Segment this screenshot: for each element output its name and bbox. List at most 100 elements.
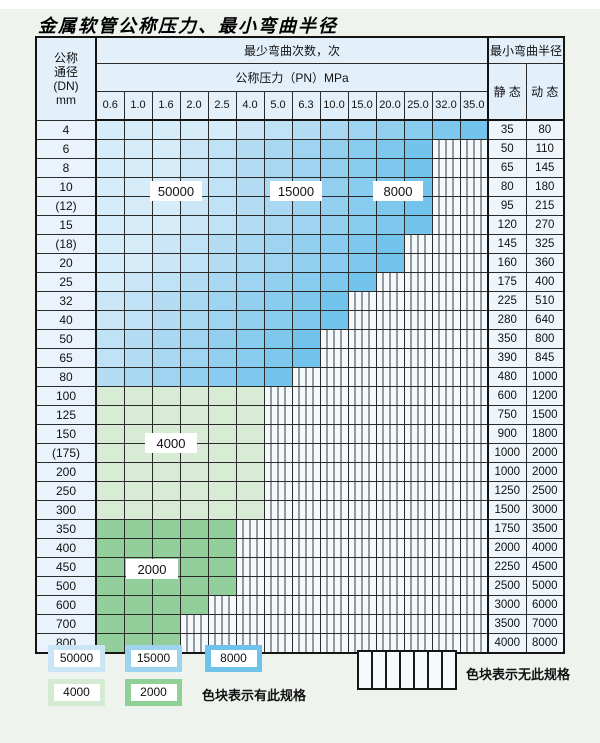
dynamic-column-header: 动 态 [525, 62, 565, 121]
no-spec-cell [431, 424, 461, 444]
dn-cell: 350 [35, 519, 97, 539]
no-spec-cell [291, 462, 321, 482]
dn-cell: 100 [35, 386, 97, 406]
no-spec-cell [235, 614, 265, 634]
spec-row: 800 4000 8000 [35, 633, 565, 654]
page-title: 金属软管公称压力、最小弯曲半径 [38, 16, 338, 36]
spec-cell [179, 576, 209, 596]
dynamic-radius-cell: 1200 [525, 386, 565, 406]
no-spec-cell [403, 405, 433, 425]
no-spec-cell [263, 424, 293, 444]
spec-cell [179, 310, 209, 330]
dn-header-line: 公称 [53, 50, 78, 65]
spec-cell [235, 139, 265, 159]
no-spec-cell [263, 462, 293, 482]
spec-cell [235, 177, 265, 197]
spec-row: (175) 1000 2000 [35, 443, 565, 463]
spec-cell [123, 614, 153, 634]
spec-cell [207, 291, 237, 311]
no-spec-cell [347, 329, 377, 349]
spec-row: 32 225 510 [35, 291, 565, 311]
spec-cell [179, 348, 209, 368]
spec-cell [151, 272, 181, 292]
no-spec-cell [403, 291, 433, 311]
static-radius-cell: 4000 [487, 633, 527, 654]
no-spec-cell [319, 462, 349, 482]
legend-swatch-label: 2000 [130, 684, 177, 701]
spec-cell [95, 310, 125, 330]
spec-cell [151, 462, 181, 482]
spec-cell [179, 557, 209, 577]
no-spec-cell [263, 386, 293, 406]
no-spec-cell [403, 462, 433, 482]
spec-cell [95, 196, 125, 216]
static-radius-cell: 225 [487, 291, 527, 311]
no-spec-cell [431, 443, 461, 463]
spec-row: 65 390 845 [35, 348, 565, 368]
no-spec-cell [375, 538, 405, 558]
no-spec-cell [403, 633, 433, 654]
spec-cell [179, 481, 209, 501]
dynamic-radius-cell: 180 [525, 177, 565, 197]
spec-cell [95, 119, 125, 140]
spec-cell [347, 234, 377, 254]
static-radius-cell: 1750 [487, 519, 527, 539]
dynamic-radius-cell: 400 [525, 272, 565, 292]
spec-cell [319, 158, 349, 178]
pn-column-header: 25.0 [403, 90, 433, 121]
top-strip [0, 0, 600, 9]
no-spec-cell [459, 538, 489, 558]
spec-cell [95, 386, 125, 406]
spec-cell [235, 500, 265, 520]
no-spec-cell [347, 462, 377, 482]
spec-cell [123, 633, 153, 654]
static-radius-cell: 80 [487, 177, 527, 197]
spec-cell [179, 386, 209, 406]
no-spec-cell [375, 576, 405, 596]
dn-cell: 8 [35, 158, 97, 178]
no-spec-cell [459, 310, 489, 330]
spec-cell [291, 158, 321, 178]
no-spec-cell [431, 158, 461, 178]
spec-row: 350 1750 3500 [35, 519, 565, 539]
no-spec-cell [347, 443, 377, 463]
spec-cell [235, 329, 265, 349]
spec-cell [207, 443, 237, 463]
spec-cell [235, 291, 265, 311]
spec-cell [95, 557, 125, 577]
no-spec-cell [263, 500, 293, 520]
spec-cell [347, 253, 377, 273]
pn-column-header: 35.0 [459, 90, 489, 121]
spec-cell [95, 500, 125, 520]
dynamic-radius-cell: 7000 [525, 614, 565, 634]
spec-cell [123, 291, 153, 311]
spec-cell [95, 367, 125, 387]
spec-cell [207, 158, 237, 178]
spec-row: 200 1000 2000 [35, 462, 565, 482]
no-spec-cell [375, 633, 405, 654]
dynamic-radius-cell: 8000 [525, 633, 565, 654]
spec-row: 300 1500 3000 [35, 500, 565, 520]
spec-cell [151, 158, 181, 178]
dn-cell: 500 [35, 576, 97, 596]
spec-cell [123, 196, 153, 216]
spec-cell [123, 348, 153, 368]
no-spec-cell [291, 367, 321, 387]
dynamic-radius-cell: 3500 [525, 519, 565, 539]
pn-column-header: 1.0 [123, 90, 153, 121]
static-radius-cell: 2500 [487, 576, 527, 596]
spec-cell [123, 272, 153, 292]
no-spec-cell [291, 538, 321, 558]
spec-cell [403, 215, 433, 235]
spec-cell [403, 119, 433, 140]
spec-cell [235, 234, 265, 254]
pn-column-header: 0.6 [95, 90, 125, 121]
no-spec-cell [431, 633, 461, 654]
no-spec-cell [431, 405, 461, 425]
spec-cell [207, 481, 237, 501]
legend-no-spec-swatch [357, 650, 457, 690]
spec-cell [151, 576, 181, 596]
spec-cell [179, 405, 209, 425]
no-spec-cell [347, 348, 377, 368]
legend-has-spec-note: 色块表示有此规格 [202, 688, 307, 703]
